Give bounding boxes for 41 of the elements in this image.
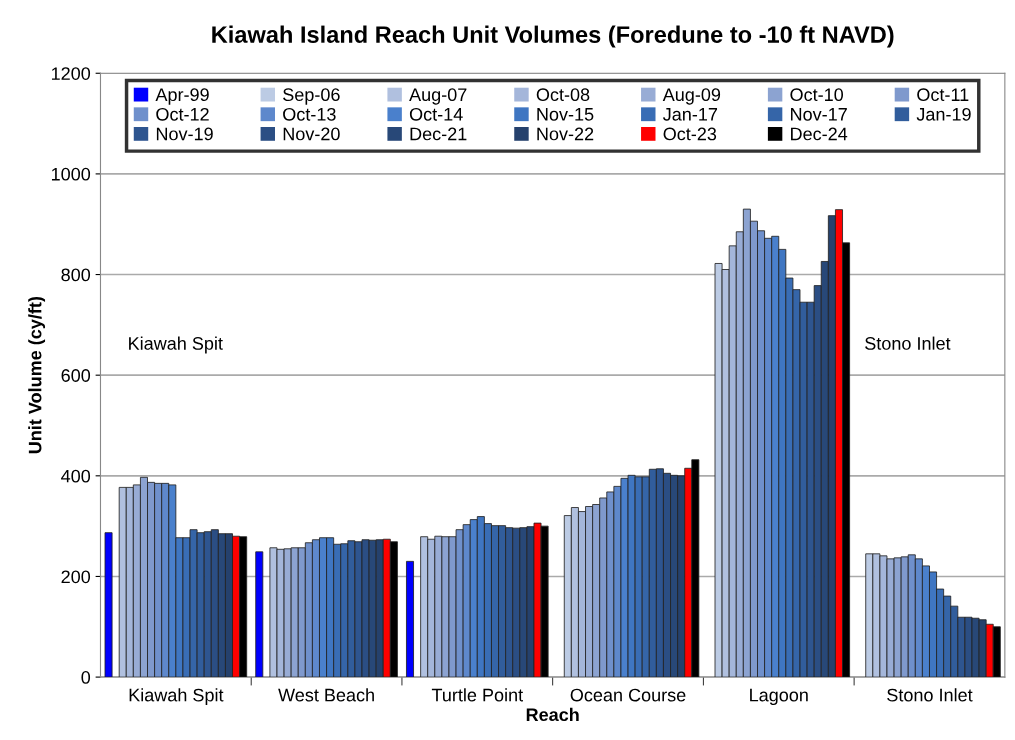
legend-label: Oct-14: [409, 107, 463, 121]
legend-label: Sep-06: [283, 88, 340, 105]
y-axis-title: Unit Volume (cy/ft): [28, 296, 46, 454]
legend-label: Oct-13: [283, 107, 336, 121]
legend-label: Dec-21: [410, 127, 467, 141]
legend-label: Oct-11: [917, 88, 969, 102]
annotation: Kiawah Spit: [129, 336, 223, 354]
y-tick-label: 0: [81, 671, 91, 684]
bar: [104, 532, 113, 678]
x-tick-label: Kiawah Spit: [129, 688, 224, 706]
y-tick-label: 800: [61, 268, 91, 282]
legend-label: Oct-23: [663, 127, 717, 141]
x-tick-label: Lagoon: [750, 688, 808, 706]
chart-title: Kiawah Island Reach Unit Volumes (Foredune to -10 ft NAVD): [212, 25, 894, 48]
legend-label: Jan-19: [916, 107, 971, 121]
legend-label: Nov-19: [156, 127, 213, 141]
bar: [406, 560, 414, 678]
legend-label: Oct-10: [790, 88, 844, 102]
annotation: Stono Inlet: [865, 336, 951, 350]
legend-label: Aug-09: [662, 88, 721, 105]
bar: [255, 551, 264, 678]
y-tick-label: 1000: [51, 167, 91, 181]
legend-label: Jan-17: [663, 108, 718, 121]
legend-label: Apr-99: [155, 88, 209, 105]
legend-label: Nov-22: [537, 127, 594, 141]
x-tick-label: Ocean Course: [570, 688, 686, 702]
y-tick-label: 400: [61, 469, 91, 483]
y-tick-label: 1200: [51, 67, 91, 80]
legend-label: Aug-07: [409, 88, 467, 105]
x-tick-label: West Beach: [278, 688, 374, 702]
x-axis-title: Reach: [526, 707, 579, 722]
y-tick-label: 600: [61, 369, 91, 382]
x-tick-label: Stono Inlet: [887, 688, 973, 702]
legend-label: Nov-17: [791, 108, 847, 121]
x-tick-label: Turtle Point: [431, 688, 523, 702]
legend-label: Oct-08: [536, 88, 590, 102]
legend-label: Dec-24: [791, 127, 848, 141]
legend-label: Nov-20: [283, 127, 340, 141]
y-tick-label: 200: [61, 570, 91, 584]
legend-label: Oct-12: [156, 107, 209, 121]
legend-label: Nov-15: [537, 108, 594, 121]
